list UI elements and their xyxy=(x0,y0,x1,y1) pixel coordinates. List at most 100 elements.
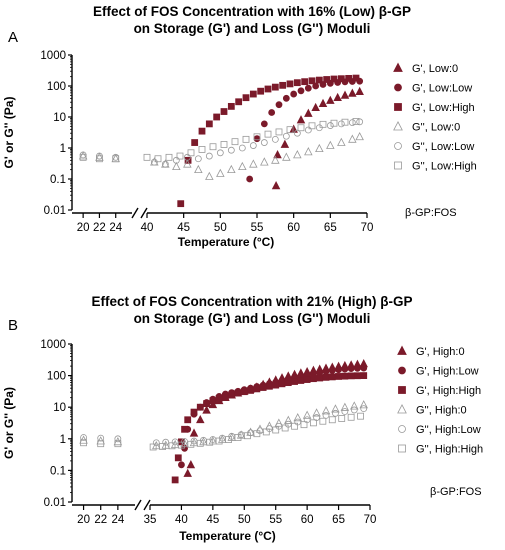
data-point xyxy=(253,385,261,393)
data-point xyxy=(183,153,191,161)
data-point xyxy=(257,87,265,95)
data-point xyxy=(310,375,317,383)
y-tick-label: 0.01 xyxy=(44,205,66,217)
data-point xyxy=(196,414,205,424)
data-point xyxy=(220,141,228,148)
y-tick-label: 10 xyxy=(53,402,66,414)
legend-marker xyxy=(393,121,403,131)
data-point xyxy=(326,122,334,129)
data-point xyxy=(113,437,123,446)
legend-label: G'', High:Low xyxy=(416,424,481,436)
x-axis-label: Temperature (°C) xyxy=(178,235,275,249)
data-point xyxy=(310,419,317,427)
data-point xyxy=(143,153,151,161)
data-point xyxy=(260,139,268,146)
data-point xyxy=(286,80,294,88)
legend-marker xyxy=(398,425,406,433)
data-point xyxy=(281,424,289,432)
data-point xyxy=(227,146,235,154)
panel-b-legend-title: β-GP:FOS xyxy=(430,486,482,498)
data-point xyxy=(238,144,246,152)
data-point xyxy=(291,378,298,385)
data-point xyxy=(322,373,330,381)
data-point xyxy=(274,418,284,427)
x-tick-label: 60 xyxy=(301,514,314,526)
data-point xyxy=(161,160,169,168)
axis-break-mark xyxy=(131,207,139,219)
data-point xyxy=(249,142,257,149)
data-point xyxy=(304,108,313,117)
y-tick-label: 1 xyxy=(60,143,66,155)
panel-b-title-line1: Effect of FOS Concentration with 21% (Hi… xyxy=(92,294,413,309)
data-point xyxy=(352,118,360,125)
data-point xyxy=(308,122,316,130)
y-axis-label: G' or G'' (Pa) xyxy=(2,97,16,169)
legend-marker xyxy=(398,444,406,453)
data-point xyxy=(330,75,338,83)
data-point xyxy=(177,200,185,208)
y-axis-label: G' or G'' (Pa) xyxy=(2,387,16,459)
y-tick-label: 1000 xyxy=(40,50,66,62)
data-point xyxy=(347,365,355,373)
series-5 xyxy=(79,118,360,163)
data-point xyxy=(198,146,206,153)
axis-break-mark xyxy=(134,499,142,511)
data-point xyxy=(284,379,292,387)
data-point xyxy=(264,85,272,93)
data-point xyxy=(191,139,199,146)
x-tick-label: 40 xyxy=(141,222,154,234)
panel-b-letter: B xyxy=(8,317,18,334)
data-point xyxy=(340,402,350,411)
data-point xyxy=(271,135,279,143)
data-point xyxy=(347,413,355,421)
data-point xyxy=(220,108,228,115)
data-point xyxy=(209,397,217,405)
data-point xyxy=(215,394,223,402)
x-tick-label: 45 xyxy=(206,514,219,526)
data-point xyxy=(341,372,349,380)
data-point xyxy=(187,149,195,157)
data-point xyxy=(178,441,185,449)
series-4 xyxy=(79,118,364,168)
data-point xyxy=(97,434,105,442)
data-point xyxy=(301,78,309,86)
x-tick-label: 50 xyxy=(238,514,251,526)
data-point xyxy=(328,373,336,381)
data-point xyxy=(355,86,364,95)
data-point xyxy=(112,155,120,163)
data-point xyxy=(350,401,359,410)
data-point xyxy=(190,408,198,416)
legend-label: G'', Low:High xyxy=(412,161,477,173)
legend: G', Low:0 G', Low:Low G', Low:High G'', Low… xyxy=(393,62,477,173)
legend-label: G', Low:Low xyxy=(412,83,472,95)
data-point xyxy=(205,120,213,128)
data-point xyxy=(328,416,336,424)
y-tick-label: 1000 xyxy=(40,339,66,351)
y-tick-label: 100 xyxy=(47,81,66,93)
data-point xyxy=(330,119,338,127)
data-point xyxy=(293,129,301,137)
data-point xyxy=(348,119,356,126)
data-point xyxy=(341,408,349,415)
data-point xyxy=(352,74,360,82)
series-3 xyxy=(79,400,368,450)
data-point xyxy=(246,175,254,183)
data-point xyxy=(154,155,162,163)
data-point xyxy=(315,76,323,84)
data-point xyxy=(228,391,236,399)
data-point xyxy=(183,159,192,168)
legend: G', High:0 G', High:Low G', High:High G'', … xyxy=(397,345,483,456)
data-point xyxy=(97,440,105,448)
data-point xyxy=(322,412,330,419)
data-point xyxy=(271,181,281,190)
data-point xyxy=(311,102,320,112)
data-point xyxy=(174,454,182,462)
y-tick-label: 100 xyxy=(47,371,66,383)
data-point xyxy=(249,90,257,98)
data-point xyxy=(198,127,206,135)
y-tick-label: 1 xyxy=(60,434,66,446)
series-0 xyxy=(271,86,364,190)
legend-label: G', High:0 xyxy=(416,346,465,358)
data-point xyxy=(202,405,211,414)
data-point xyxy=(345,74,353,82)
